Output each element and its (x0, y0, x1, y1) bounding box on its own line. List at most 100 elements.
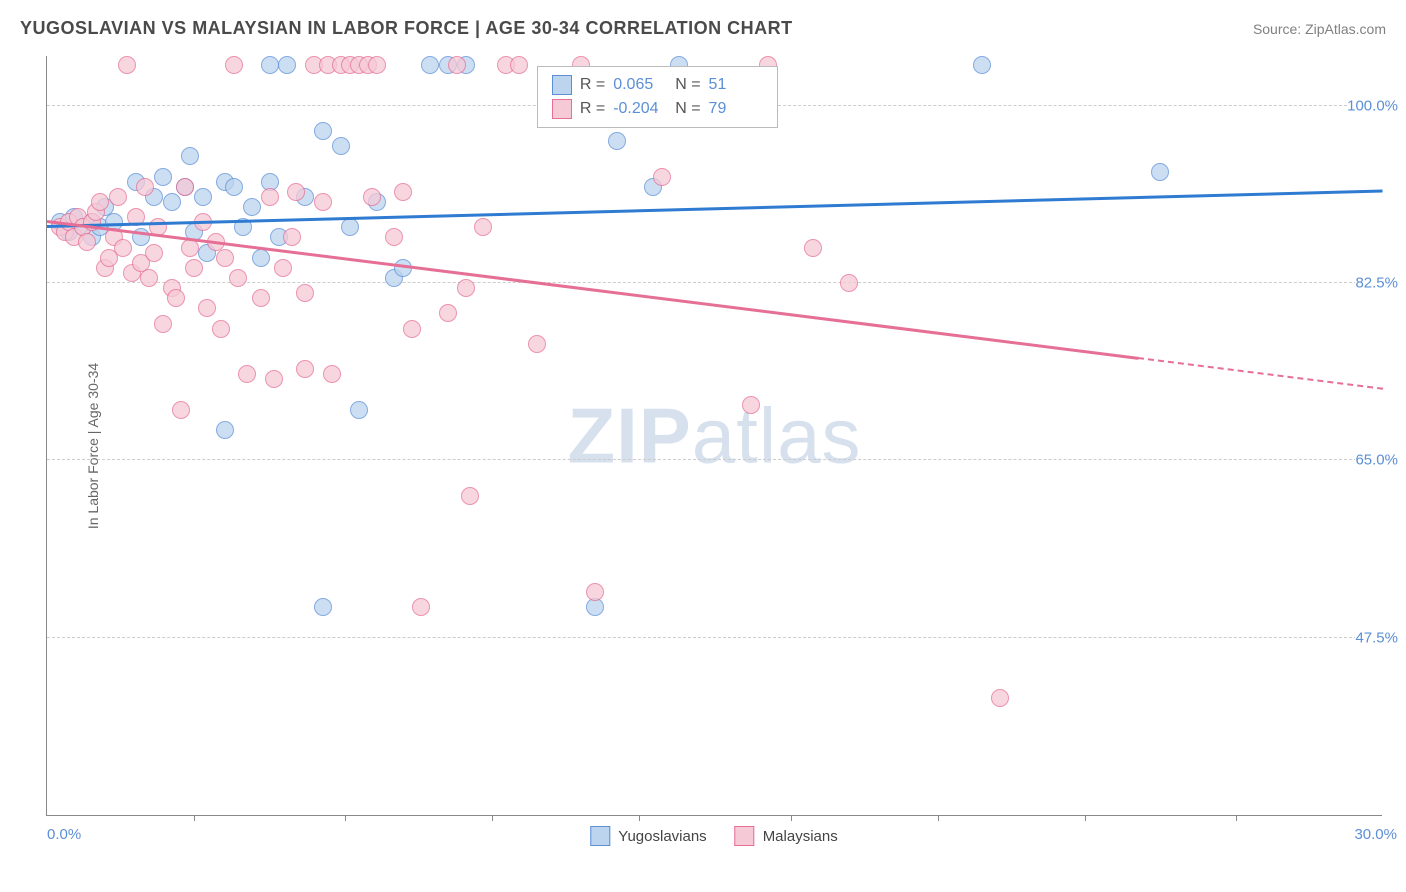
data-point (198, 299, 216, 317)
data-point (461, 487, 479, 505)
data-point (804, 239, 822, 257)
data-point (261, 188, 279, 206)
data-point (991, 689, 1009, 707)
data-point (154, 315, 172, 333)
data-point (167, 289, 185, 307)
x-tick (639, 815, 640, 821)
data-point (439, 304, 457, 322)
data-point (973, 56, 991, 74)
x-tick (492, 815, 493, 821)
data-point (742, 396, 760, 414)
watermark: ZIPatlas (567, 390, 861, 481)
data-point (91, 193, 109, 211)
data-point (78, 233, 96, 251)
data-point (238, 365, 256, 383)
data-point (114, 239, 132, 257)
x-axis-label: 30.0% (1354, 826, 1397, 843)
chart-title: YUGOSLAVIAN VS MALAYSIAN IN LABOR FORCE … (20, 18, 793, 39)
data-point (216, 249, 234, 267)
y-tick-label: 82.5% (1355, 275, 1402, 292)
data-point (421, 56, 439, 74)
data-point (243, 198, 261, 216)
data-point (185, 259, 203, 277)
data-point (252, 249, 270, 267)
data-point (287, 183, 305, 201)
n-value: 79 (709, 100, 763, 118)
data-point (261, 56, 279, 74)
data-point (403, 320, 421, 338)
swatch-icon (552, 99, 572, 119)
swatch-icon (735, 826, 755, 846)
gridline (47, 459, 1402, 460)
data-point (265, 370, 283, 388)
gridline (47, 282, 1402, 283)
legend-item-malaysians: Malaysians (735, 826, 838, 846)
data-point (154, 168, 172, 186)
y-tick-label: 47.5% (1355, 629, 1402, 646)
data-point (278, 56, 296, 74)
data-point (510, 56, 528, 74)
data-point (314, 598, 332, 616)
data-point (412, 598, 430, 616)
data-point (323, 365, 341, 383)
data-point (1151, 163, 1169, 181)
data-point (176, 178, 194, 196)
data-point (140, 269, 158, 287)
data-point (586, 583, 604, 601)
r-label: R = (580, 100, 605, 118)
data-point (136, 178, 154, 196)
stats-legend: R =0.065N =51R =-0.204N =79 (537, 66, 778, 128)
gridline (47, 637, 1402, 638)
legend-row: R = 0.065 N = 51 (552, 73, 763, 97)
header: YUGOSLAVIAN VS MALAYSIAN IN LABOR FORCE … (0, 0, 1406, 49)
data-point (212, 320, 230, 338)
trend-line (47, 220, 1138, 359)
x-tick (194, 815, 195, 821)
data-point (283, 228, 301, 246)
legend-item-yugoslavians: Yugoslavians (590, 826, 706, 846)
footer-legend: Yugoslavians Malaysians (590, 826, 837, 846)
n-label: N = (675, 76, 700, 94)
data-point (172, 401, 190, 419)
legend-row: R =-0.204N =79 (552, 97, 763, 121)
swatch-icon (590, 826, 610, 846)
data-point (448, 56, 466, 74)
x-tick (1085, 815, 1086, 821)
data-point (181, 147, 199, 165)
plot-region: ZIPatlas 47.5%65.0%82.5%100.0%0.0%30.0%R… (46, 56, 1382, 816)
legend-label: Malaysians (763, 828, 838, 845)
data-point (528, 335, 546, 353)
x-tick (1236, 815, 1237, 821)
data-point (608, 132, 626, 150)
x-tick (345, 815, 346, 821)
r-label: R = (580, 76, 605, 94)
data-point (394, 183, 412, 201)
y-tick-label: 100.0% (1347, 97, 1402, 114)
data-point (368, 56, 386, 74)
data-point (314, 193, 332, 211)
data-point (118, 56, 136, 74)
legend-label: Yugoslavians (618, 828, 706, 845)
data-point (194, 188, 212, 206)
data-point (252, 289, 270, 307)
n-value: 51 (709, 76, 763, 94)
data-point (216, 421, 234, 439)
x-tick (938, 815, 939, 821)
y-tick-label: 65.0% (1355, 452, 1402, 469)
trend-line-dashed (1138, 357, 1383, 390)
data-point (314, 122, 332, 140)
data-point (385, 228, 403, 246)
data-point (225, 56, 243, 74)
x-axis-label: 0.0% (47, 826, 81, 843)
data-point (457, 279, 475, 297)
r-value: -0.204 (613, 100, 667, 118)
data-point (109, 188, 127, 206)
data-point (229, 269, 247, 287)
data-point (274, 259, 292, 277)
data-point (145, 244, 163, 262)
data-point (341, 218, 359, 236)
x-tick (791, 815, 792, 821)
r-value: 0.065 (613, 76, 667, 94)
swatch-icon (552, 75, 572, 95)
chart-area: ZIPatlas 47.5%65.0%82.5%100.0%0.0%30.0%R… (46, 56, 1382, 816)
